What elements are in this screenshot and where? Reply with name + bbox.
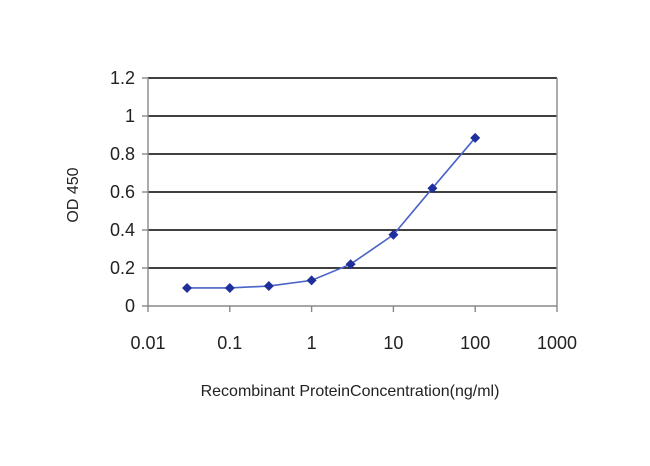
y-tick-label: 0.8 — [110, 144, 135, 164]
x-tick-label: 10 — [383, 333, 403, 353]
y-tick-labels: 0 0.2 0.4 0.6 0.8 1 1.2 — [110, 68, 135, 316]
axes — [142, 77, 558, 312]
data-point — [224, 282, 235, 293]
data-point — [427, 183, 438, 194]
y-axis-label: OD 450 — [65, 167, 82, 222]
x-tick-labels: 0.01 0.1 1 10 100 1000 — [130, 333, 577, 353]
x-tick-label: 0.1 — [217, 333, 242, 353]
series — [182, 132, 481, 293]
x-tick-label: 0.01 — [130, 333, 165, 353]
x-tick-label: 100 — [460, 333, 490, 353]
x-tick-label: 1 — [307, 333, 317, 353]
data-point — [306, 275, 317, 286]
x-tick-label: 1000 — [537, 333, 577, 353]
data-point — [263, 281, 274, 292]
gridlines — [148, 77, 557, 269]
y-tick-label: 0.6 — [110, 182, 135, 202]
y-tick-label: 0 — [125, 296, 135, 316]
data-point — [182, 282, 193, 293]
x-axis-label: Recombinant ProteinConcentration(ng/ml) — [201, 383, 500, 400]
data-point — [470, 132, 481, 143]
y-tick-label: 1 — [125, 106, 135, 126]
series-line — [187, 137, 476, 289]
y-tick-label: 0.2 — [110, 258, 135, 278]
data-point — [345, 259, 356, 270]
y-tick-label: 1.2 — [110, 68, 135, 88]
y-tick-label: 0.4 — [110, 220, 135, 240]
data-point — [388, 229, 399, 240]
